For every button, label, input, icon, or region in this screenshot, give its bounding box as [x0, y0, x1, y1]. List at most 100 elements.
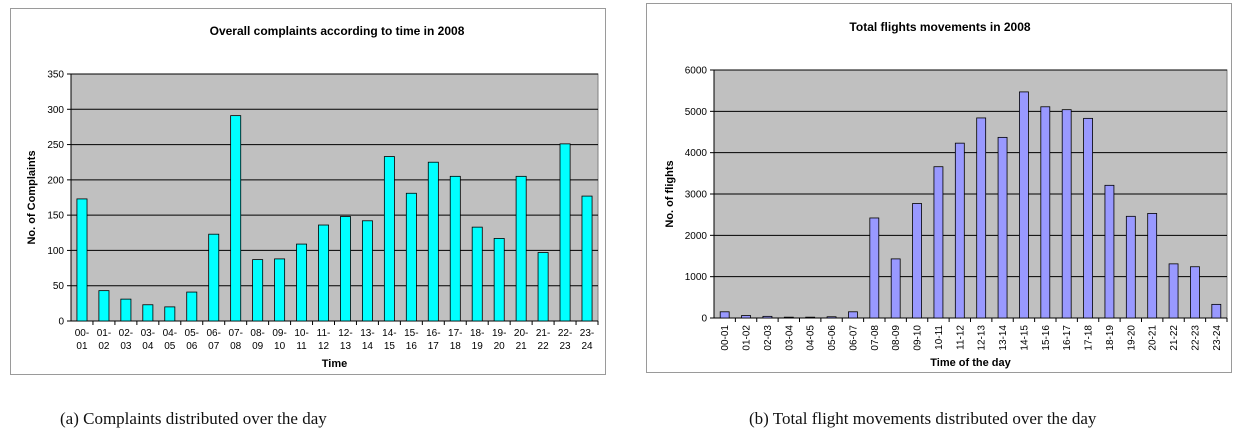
x-tick-label: 00-01 [720, 325, 731, 351]
bar [869, 217, 880, 319]
bar [252, 259, 264, 322]
x-tick-label: 15 [384, 341, 396, 352]
y-tick-label: 0 [58, 317, 64, 328]
x-tick-label: 11-12 [955, 325, 966, 350]
x-tick-label: 03-04 [784, 325, 795, 351]
x-tick-label: 17- [448, 328, 462, 339]
x-tick-label: 20-21 [1148, 325, 1159, 351]
x-tick-label: 15- [404, 328, 418, 339]
y-tick-label: 350 [47, 70, 64, 81]
chart-title: Total flights movements in 2008 [849, 20, 1030, 34]
x-tick-label: 03 [120, 341, 132, 352]
x-tick-label: 05-06 [827, 325, 838, 351]
bar [826, 316, 837, 319]
chart-title: Overall complaints according to time in … [210, 24, 465, 38]
bar [719, 311, 730, 319]
bar [142, 304, 154, 322]
bar [1019, 91, 1029, 319]
plot-area [70, 73, 599, 322]
bar [383, 156, 395, 322]
x-tick-label: 13- [360, 328, 374, 339]
bar [1168, 263, 1179, 319]
flights-chart-panel: Total flights movements in 2008 0 1000 2000… [646, 3, 1232, 373]
bar [515, 175, 527, 322]
y-tick-label: 3000 [685, 190, 708, 201]
x-tick-label: 06- [207, 328, 221, 339]
bar [493, 238, 505, 322]
bar [76, 198, 88, 322]
x-tick-label: 19 [472, 341, 484, 352]
y-tick-label: 100 [47, 246, 64, 257]
y-axis-title: No. of flights [664, 160, 676, 227]
bar [848, 311, 858, 319]
x-tick-label: 12-13 [977, 325, 988, 351]
x-tick-label: 18-19 [1105, 325, 1116, 351]
bar [1083, 117, 1093, 319]
x-tick-label: 09- [272, 328, 286, 339]
y-tick-label: 0 [701, 314, 707, 325]
y-axis-title: No. of Complaints [26, 150, 38, 244]
x-tick-label: 08-09 [891, 325, 902, 351]
bar [581, 195, 593, 322]
x-tick-label: 18 [450, 341, 462, 352]
caption-flights: (b) Total flight movements distributed o… [749, 409, 1097, 428]
x-tick-label: 13 [340, 341, 352, 352]
bar [164, 306, 176, 322]
bar [954, 142, 965, 319]
x-tick-label: 04- [163, 328, 177, 339]
x-tick-label: 14 [362, 341, 374, 352]
bar [537, 252, 549, 322]
y-tick-label: 150 [47, 211, 64, 222]
x-tick-label: 08- [250, 328, 264, 339]
x-tick-label: 00- [75, 328, 89, 339]
bar [1211, 303, 1222, 319]
bar [912, 203, 922, 319]
complaints-chart: Overall complaints according to time in … [26, 24, 599, 370]
x-tick-label: 19- [492, 328, 506, 339]
x-tick-label: 20- [514, 328, 528, 339]
bar [741, 315, 751, 319]
bar [98, 290, 110, 322]
x-tick-label: 16- [426, 328, 440, 339]
bar [1125, 215, 1136, 319]
bar [471, 226, 483, 322]
x-tick-label: 02-03 [763, 325, 774, 351]
x-tick-label: 09 [252, 341, 264, 352]
bar [296, 243, 308, 322]
x-axis-title: Time [322, 358, 347, 370]
x-tick-label: 05- [185, 328, 199, 339]
x-tick-label: 17-18 [1084, 325, 1095, 351]
bar [783, 316, 794, 319]
x-tick-label: 12 [318, 341, 330, 352]
x-axis-title: Time of the day [930, 357, 1011, 369]
bar [559, 143, 571, 322]
bar [1061, 109, 1072, 319]
x-tick-label: 15-16 [1041, 325, 1052, 351]
bar [427, 161, 439, 322]
x-tick-label: 22-23 [1190, 325, 1201, 351]
x-tick-label: 02- [119, 328, 133, 339]
bar [1147, 213, 1158, 319]
bar [208, 233, 220, 322]
x-tick-label: 01 [76, 341, 88, 352]
x-tick-label: 24 [581, 341, 593, 352]
bar [976, 117, 987, 319]
x-tick-label: 01- [97, 328, 111, 339]
bar [890, 258, 901, 319]
y-tick-label: 6000 [685, 66, 708, 77]
bar [318, 224, 329, 322]
x-tick-label: 10- [294, 328, 308, 339]
y-tick-label: 250 [47, 140, 64, 151]
x-tick-label: 18- [470, 328, 484, 339]
x-tick-label: 09-10 [913, 325, 924, 351]
bar [405, 192, 417, 322]
bar [1190, 266, 1200, 319]
x-tick-label: 07-08 [870, 325, 881, 351]
x-tick-label: 23-24 [1212, 325, 1223, 351]
bar [933, 166, 944, 319]
x-tick-label: 13-14 [998, 325, 1009, 351]
x-tick-label: 04-05 [806, 325, 817, 351]
bar [274, 258, 286, 322]
x-tick-label: 04 [142, 341, 154, 352]
bar [1104, 184, 1115, 319]
